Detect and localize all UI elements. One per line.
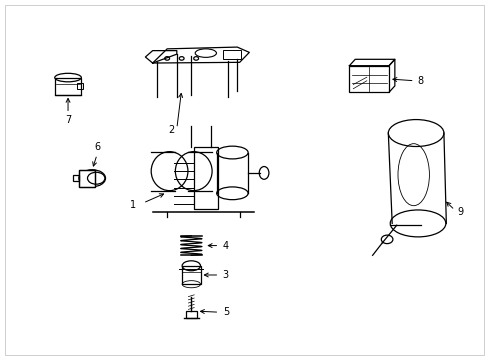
Text: 2: 2 — [168, 125, 174, 135]
Bar — [185, 311, 196, 318]
Text: 8: 8 — [417, 76, 423, 86]
Bar — [79, 170, 95, 187]
Bar — [349, 66, 388, 92]
Text: 9: 9 — [456, 207, 463, 217]
Bar — [77, 83, 83, 89]
Text: 6: 6 — [94, 142, 100, 152]
Bar — [182, 266, 200, 284]
Text: 3: 3 — [223, 270, 228, 280]
Text: 5: 5 — [223, 307, 228, 317]
Text: 1: 1 — [129, 200, 136, 210]
Text: 4: 4 — [223, 240, 228, 251]
Bar — [55, 77, 81, 95]
Bar — [79, 170, 95, 187]
Text: 7: 7 — [65, 116, 71, 126]
Bar — [73, 175, 79, 181]
Bar — [223, 50, 241, 59]
Bar — [193, 147, 218, 209]
